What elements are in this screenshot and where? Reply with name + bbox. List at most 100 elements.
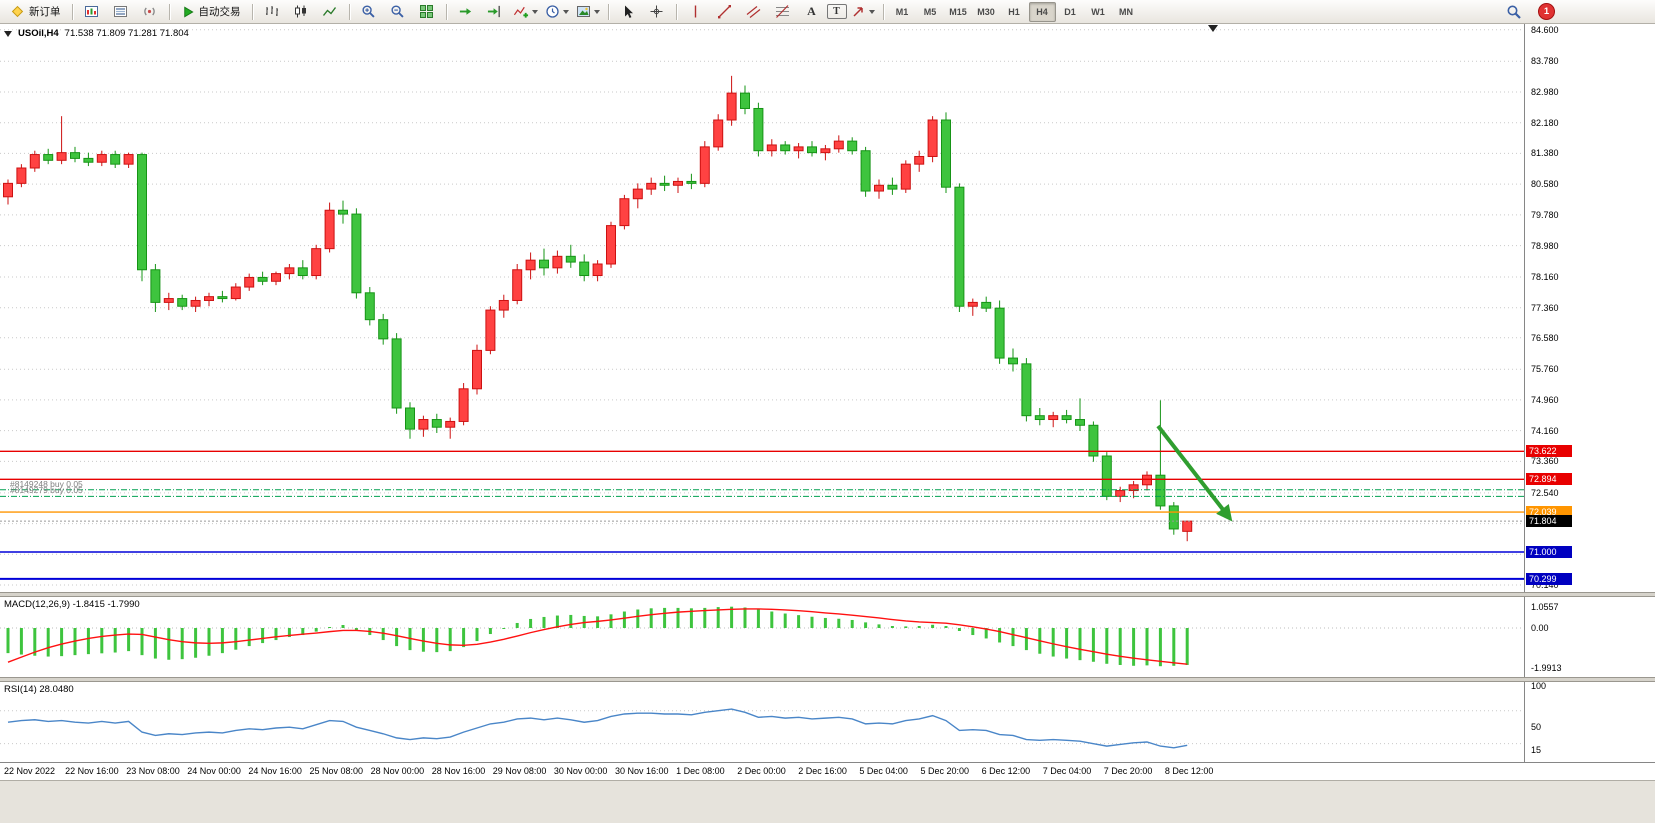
bottom-strip [0,780,1655,823]
notification-badge[interactable]: 1 [1538,3,1555,20]
tile-windows-button[interactable] [413,1,441,23]
vertical-line-tool-button[interactable] [682,1,710,23]
rsi-panel[interactable]: RSI(14) 28.0480 [0,682,1524,762]
equidistant-channel-icon [746,6,761,18]
time-axis-label: 2 Dec 16:00 [798,766,847,776]
dropdown-caret-icon [868,9,875,14]
dropdown-caret-icon [562,9,569,14]
trendline-tool-button[interactable] [711,1,739,23]
timeframe-button-d1[interactable]: D1 [1064,6,1076,17]
toolbar-separator [882,3,884,20]
price-axis-label: 72.540 [1531,487,1559,498]
zoom-out-icon [391,5,404,18]
chart-symbol-label: USOil,H4 [18,28,59,39]
macd-label: MACD(12,26,9) -1.8415 -1.7990 [4,599,140,610]
macd-canvas [0,606,1524,667]
arrows-tool-button[interactable] [848,1,878,23]
timeframe-button-m30[interactable]: M30 [977,6,995,17]
chart-quote-label: 71.538 71.809 71.281 71.804 [64,28,189,39]
toolbar-separator [675,3,677,20]
drawn-arrow[interactable] [1156,424,1233,522]
autotrading-play-icon [183,6,194,17]
time-axis: 22 Nov 2022 22 Nov 16:00 23 Nov 08:00 24 No… [0,762,1655,780]
time-axis-label: 25 Nov 08:00 [309,766,364,776]
price-axis-label: 79.780 [1531,209,1559,220]
one-click-trading-arrow-icon[interactable] [4,30,12,37]
chart-shift-button[interactable] [481,1,509,23]
price-axis-label: 77.360 [1531,302,1559,313]
new-order-button[interactable]: 新订单 [4,1,67,23]
macd-scale-label: 0.00 [1531,623,1549,633]
price-level-badge: 72.894 [1526,473,1572,486]
main-chart[interactable]: USOil,H4 71.538 71.809 71.281 71.804 #81… [0,24,1524,592]
timeframe-button-m5[interactable]: M5 [923,6,937,17]
toolbar-right-group: 1 [1500,1,1651,23]
main-chart-canvas [0,29,1524,586]
time-axis-label: 6 Dec 12:00 [981,766,1031,776]
tile-windows-icon [420,5,433,18]
price-axis-label: 82.180 [1531,117,1559,128]
rsi-axis: 100 50 15 [1524,681,1655,762]
zoom-in-button[interactable] [355,1,383,23]
indicators-button[interactable] [510,1,541,23]
bar-chart-button[interactable] [258,1,286,23]
toolbar: 新订单 [0,0,1655,24]
candlestick-chart-button[interactable] [287,1,315,23]
signals-button[interactable] [136,1,164,23]
time-axis-label: 8 Dec 12:00 [1164,766,1214,776]
timeframe-button-m1[interactable]: M1 [895,6,909,17]
macd-signal-line [7,608,1188,665]
text-label-tool-button[interactable] [826,4,847,19]
vertical-line-icon [694,5,697,18]
price-axis-label: 78.160 [1531,272,1559,283]
toolbar-separator [607,3,609,20]
periods-button[interactable] [542,1,572,23]
time-axis-label: 29 Nov 08:00 [492,766,547,776]
channel-tool-button[interactable] [740,1,768,23]
time-axis-label: 28 Nov 16:00 [431,766,486,776]
macd-scale-label: -1.9913 [1531,663,1562,674]
timeframe-button-m15[interactable]: M15 [949,6,967,17]
time-axis-label: 24 Nov 00:00 [187,766,241,776]
timeframe-button-h1[interactable]: H1 [1008,6,1020,17]
fibonacci-tool-button[interactable] [769,1,797,23]
price-axis: 84.600 83.780 82.980 82.180 81.380 80.580 79.7… [1524,24,1655,592]
rsi-scale-label: 100 [1531,681,1547,691]
panel-splitter[interactable] [0,677,1655,682]
toolbar-separator [445,3,447,20]
panel-splitter[interactable] [0,592,1655,597]
auto-scroll-icon [459,8,472,15]
cursor-button[interactable] [614,1,642,23]
price-axis-label: 76.580 [1531,332,1559,343]
text-tool-button[interactable] [798,1,826,23]
zoom-out-button[interactable] [384,1,412,23]
market-watch-button[interactable] [107,1,135,23]
line-chart-button[interactable] [316,1,344,23]
trendline-icon [718,5,731,19]
price-axis-label: 83.780 [1531,56,1559,67]
search-button[interactable] [1500,1,1528,23]
chart-shift-marker-icon[interactable] [1208,25,1218,32]
bar-chart-icon [266,6,278,16]
dropdown-caret-icon [593,9,600,14]
line-chart-icon [322,7,337,16]
timeframe-button-h4[interactable]: H4 [1028,1,1056,22]
crosshair-icon [650,5,663,18]
auto-scroll-button[interactable] [452,1,480,23]
macd-panel[interactable]: MACD(12,26,9) -1.8415 -1.7990 [0,597,1524,677]
template-image-icon [576,6,590,17]
price-level-badge: 73.622 [1526,445,1572,458]
toolbar-separator [168,3,170,20]
periods-clock-icon [545,5,559,18]
autotrading-label: 自动交易 [198,6,241,18]
template-button[interactable] [573,1,603,23]
time-axis-label: 1 Dec 08:00 [676,766,725,776]
crosshair-button[interactable] [643,1,671,23]
timeframe-button-w1[interactable]: W1 [1091,6,1105,17]
autotrading-button[interactable]: 自动交易 [175,1,247,23]
price-axis-label: 80.580 [1531,179,1559,190]
time-axis-label: 30 Nov 00:00 [553,766,608,776]
timeframe-button-mn[interactable]: MN [1119,6,1133,17]
current-price-badge: 71.804 [1526,515,1572,528]
chart-window-button[interactable] [78,1,106,23]
